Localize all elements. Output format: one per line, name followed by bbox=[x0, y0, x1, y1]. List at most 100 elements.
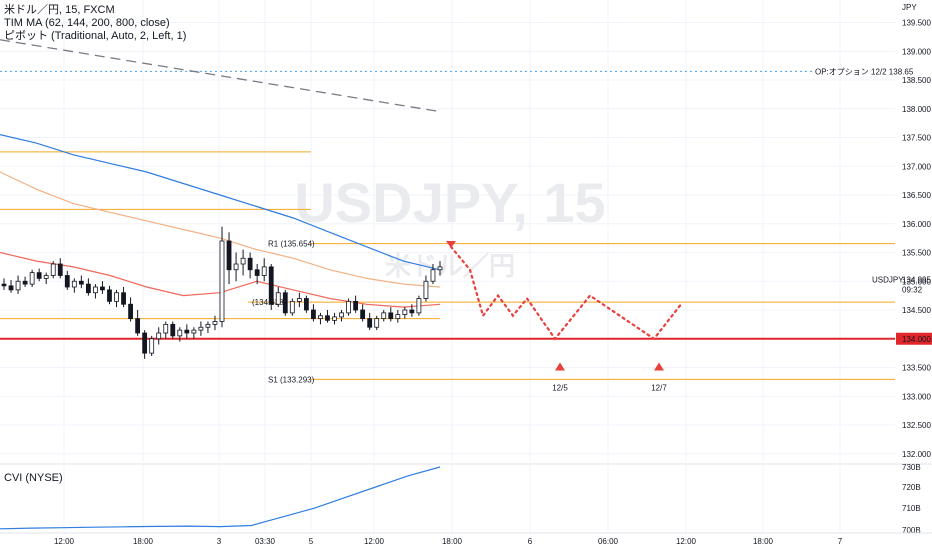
price-tick: 133.500 bbox=[902, 364, 931, 373]
candle-up bbox=[156, 332, 162, 340]
candle-up bbox=[416, 298, 422, 314]
candle-down bbox=[121, 292, 126, 305]
candle-up bbox=[43, 275, 49, 279]
legend-pivot[interactable]: ピボット (Traditional, Auto, 2, Left, 1) bbox=[4, 30, 187, 42]
candle-up bbox=[219, 240, 225, 322]
candle-down bbox=[325, 315, 330, 321]
candle-up bbox=[205, 323, 211, 328]
countdown-label: 09:32 bbox=[902, 286, 923, 295]
cvi-pane bbox=[0, 463, 932, 530]
candle-down bbox=[254, 269, 260, 276]
projection-path bbox=[449, 245, 683, 341]
candle-down bbox=[22, 280, 28, 285]
candle-up bbox=[318, 315, 323, 320]
cvi-tick: 730B bbox=[902, 463, 921, 472]
candle-down bbox=[247, 257, 253, 271]
price-tick: 132.000 bbox=[902, 450, 931, 459]
candle-up bbox=[374, 318, 380, 328]
candle-up bbox=[346, 300, 351, 314]
price-tick: 136.500 bbox=[902, 191, 931, 200]
time-tick: 6 bbox=[528, 537, 533, 546]
candle-up bbox=[437, 266, 443, 271]
time-tick: 18:00 bbox=[442, 537, 463, 546]
sell-marker bbox=[446, 241, 456, 248]
candle-down bbox=[311, 309, 316, 320]
candle-down bbox=[170, 323, 176, 337]
cvi-tick: 720B bbox=[902, 483, 921, 492]
candle-down bbox=[226, 240, 232, 271]
time-tick: 18:00 bbox=[753, 537, 774, 546]
support-level-label: 134.000 bbox=[902, 335, 931, 344]
watermark-symbol: USDJPY, 15 bbox=[294, 171, 605, 234]
candle-down bbox=[303, 298, 309, 311]
time-tick: 5 bbox=[309, 537, 314, 546]
currency-label: JPY bbox=[902, 3, 917, 12]
candle-up bbox=[212, 321, 218, 325]
candle-down bbox=[282, 292, 288, 314]
pivot-label: R1 (135.654) bbox=[268, 240, 315, 249]
candle-down bbox=[36, 272, 42, 279]
candle-up bbox=[149, 338, 155, 354]
cvi-tick: 700B bbox=[902, 526, 921, 535]
candle-up bbox=[71, 280, 77, 288]
ma-orange-line bbox=[0, 171, 441, 288]
candle-up bbox=[395, 314, 401, 320]
last-symbol-label: USDJPY bbox=[872, 276, 904, 285]
time-tick: 06:00 bbox=[598, 537, 619, 546]
candle-down bbox=[360, 309, 366, 320]
candle-up bbox=[423, 280, 429, 299]
annotation-label: 12/5 bbox=[552, 384, 568, 393]
time-tick: 03:30 bbox=[255, 537, 276, 546]
candle-up bbox=[339, 312, 344, 318]
last-price-label: 134.995 bbox=[902, 276, 931, 285]
legend-symbol[interactable]: 米ドル／円, 15, FXCM bbox=[4, 4, 115, 16]
candle-down bbox=[57, 263, 63, 276]
cvi-line bbox=[0, 466, 441, 530]
annotation-label: 12/7 bbox=[651, 384, 667, 393]
price-tick: 138.000 bbox=[902, 105, 931, 114]
price-tick: 138.500 bbox=[902, 76, 931, 85]
time-tick: 12:00 bbox=[676, 537, 697, 546]
candle-up bbox=[261, 266, 267, 276]
candle-down bbox=[388, 312, 394, 320]
candle-down bbox=[184, 329, 190, 334]
price-tick: 137.000 bbox=[902, 162, 931, 171]
ma-blue-line bbox=[0, 134, 441, 271]
candle-down bbox=[1, 283, 7, 287]
axes: JPY 139.500 139.000 138.500 138.000 137.500 13… bbox=[0, 3, 932, 546]
candle-down bbox=[135, 318, 141, 334]
candle-up bbox=[114, 292, 119, 302]
candle-up bbox=[289, 300, 295, 314]
pivot-label: S1 (133.293) bbox=[268, 375, 315, 384]
legend-cvi[interactable]: CVI (NYSE) bbox=[4, 472, 63, 484]
candle-down bbox=[142, 332, 148, 354]
candle-down bbox=[78, 280, 84, 285]
candle-up bbox=[50, 263, 56, 276]
candle-up bbox=[15, 280, 21, 291]
candle-up bbox=[198, 326, 204, 331]
time-tick: 3 bbox=[217, 537, 222, 546]
candle-down bbox=[353, 300, 359, 311]
candle-up bbox=[177, 329, 183, 337]
candle-up bbox=[163, 323, 169, 334]
candle-down bbox=[409, 309, 415, 314]
trend-line bbox=[0, 39, 441, 113]
annotations: 12/5 12/7 bbox=[446, 241, 683, 393]
candle-up bbox=[233, 263, 239, 271]
candle-down bbox=[128, 303, 133, 320]
candle-up bbox=[29, 272, 35, 285]
candle-up bbox=[240, 257, 246, 265]
price-tick: 137.500 bbox=[902, 134, 931, 143]
legend-ma[interactable]: TIM MA (62, 144, 200, 800, close) bbox=[4, 17, 170, 29]
candle-down bbox=[8, 285, 14, 291]
price-tick: 139.000 bbox=[902, 47, 931, 56]
candle-down bbox=[367, 318, 373, 328]
candle-up bbox=[402, 309, 408, 315]
time-tick: 18:00 bbox=[133, 537, 154, 546]
price-tick: 135.500 bbox=[902, 249, 931, 258]
candle-up bbox=[275, 292, 281, 305]
candle-up bbox=[93, 286, 98, 294]
candle-up bbox=[430, 269, 436, 282]
candle-down bbox=[64, 275, 70, 288]
